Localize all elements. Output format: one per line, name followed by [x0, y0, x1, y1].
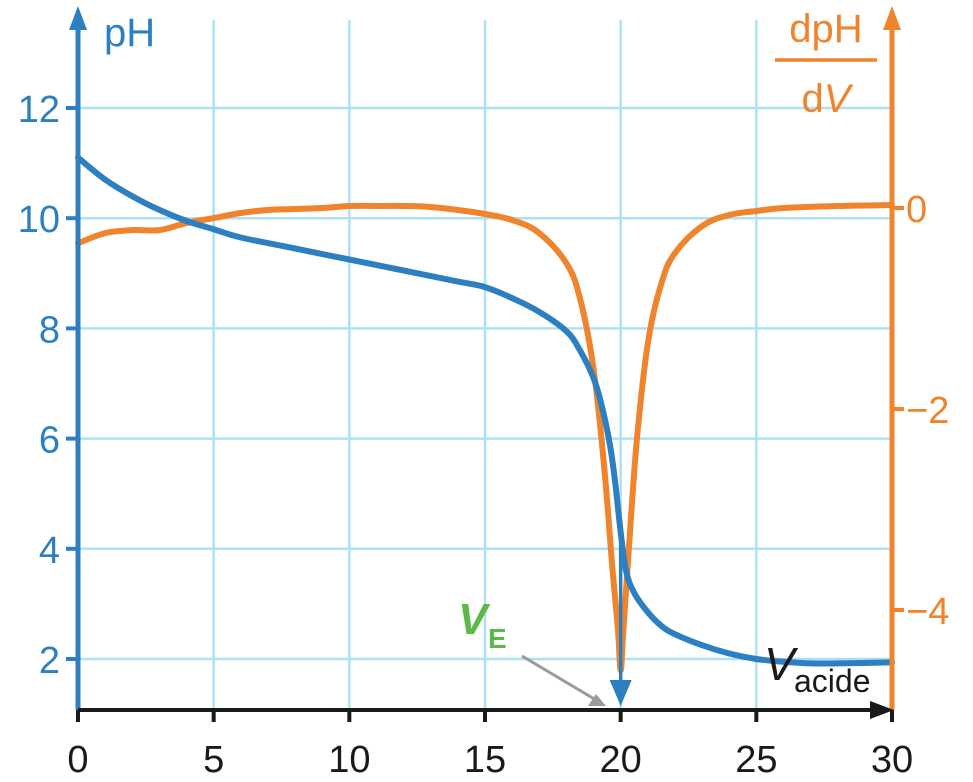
y-tick-label: 6 [39, 420, 60, 462]
x-tick-label: 30 [871, 739, 913, 781]
ve-label-sub: E [488, 623, 507, 654]
x-axis-title: V [764, 638, 799, 690]
y-tick-label: 4 [39, 530, 60, 572]
y2-axis-title-denominator: dV [802, 77, 854, 121]
x-tick-label: 25 [735, 739, 777, 781]
y-axis-title: pH [104, 11, 155, 55]
axes [66, 6, 904, 722]
y-axis-left-arrow [69, 6, 87, 30]
ve-pointer-line [521, 654, 597, 702]
x-axis-title-sub: acide [794, 663, 871, 699]
ve-label: V [458, 595, 491, 644]
ph-curve [75, 154, 895, 667]
y2-den-d: d [802, 77, 824, 121]
grid [78, 20, 892, 710]
y2-tick-label: −4 [906, 591, 949, 633]
y2-den-v: V [824, 77, 854, 121]
y2-axis-title-numerator: dpH [789, 7, 862, 51]
x-tick-label: 10 [328, 739, 370, 781]
x-tick-label: 5 [203, 739, 224, 781]
y-axis-right-arrow [883, 6, 901, 30]
x-axis-arrow [870, 701, 894, 719]
x-tick-label: 0 [67, 739, 88, 781]
y-tick-label: 2 [39, 640, 60, 682]
y-tick-label: 10 [18, 199, 60, 241]
y2-tick-label: −2 [906, 390, 949, 432]
x-tick-label: 15 [464, 739, 506, 781]
x-tick-label: 20 [600, 739, 642, 781]
curves [75, 154, 895, 706]
y-tick-label: 12 [18, 89, 60, 131]
dph-dv-curve [75, 202, 895, 674]
y-tick-label: 8 [39, 309, 60, 351]
y2-tick-label: 0 [906, 189, 927, 231]
ve-arrowhead [609, 680, 632, 706]
ve-pointer-head [588, 694, 606, 706]
